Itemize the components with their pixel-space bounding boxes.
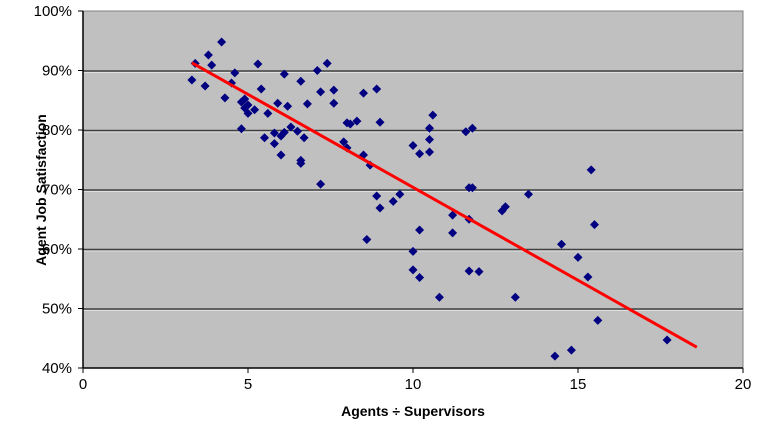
data-point (448, 210, 458, 220)
data-point (200, 81, 210, 91)
data-point (375, 203, 385, 213)
data-point (299, 133, 309, 143)
y-tick-label: 60% (42, 241, 72, 258)
data-point (524, 189, 533, 199)
data-point (510, 292, 520, 302)
data-point (253, 59, 263, 69)
data-point (434, 292, 444, 302)
data-point (329, 98, 339, 108)
data-point (428, 110, 438, 120)
data-point (316, 179, 326, 189)
data-point (557, 239, 566, 249)
data-point (312, 66, 322, 75)
data-point (550, 351, 560, 361)
data-point (362, 234, 372, 244)
data-point (286, 122, 296, 132)
data-point (408, 246, 418, 256)
y-tick-label: 50% (42, 301, 72, 318)
data-point (474, 267, 484, 277)
data-point (573, 252, 583, 262)
data-point (263, 108, 273, 118)
data-point (345, 119, 355, 129)
data-point (243, 108, 253, 118)
data-point (415, 273, 425, 283)
data-point (408, 265, 418, 275)
x-tick-label: 0 (79, 376, 87, 393)
data-point (593, 315, 603, 325)
y-axis-title: Agent Job Satisfaction (33, 114, 49, 266)
data-point (269, 128, 279, 138)
data-point (217, 37, 227, 47)
data-points (187, 37, 672, 361)
data-point (583, 272, 593, 282)
data-point (425, 123, 434, 133)
data-point (187, 75, 197, 85)
data-point (243, 100, 253, 110)
data-point (279, 127, 289, 137)
data-point (388, 196, 398, 206)
data-point (276, 150, 286, 160)
data-point (256, 84, 266, 94)
data-point (296, 158, 306, 168)
data-point (240, 94, 250, 104)
x-tick-label: 15 (570, 376, 587, 393)
data-point (207, 60, 217, 70)
data-point (395, 189, 405, 199)
y-tick-label: 90% (42, 63, 72, 80)
data-point (283, 101, 293, 111)
data-point (467, 183, 477, 193)
data-point (566, 345, 576, 355)
y-axis: 40% 50% 60% 70% 80% 90% 100% (34, 3, 84, 377)
data-point (372, 191, 382, 201)
y-tick-label: 40% (42, 360, 72, 377)
x-tick-label: 10 (405, 376, 422, 393)
data-point (662, 335, 672, 345)
data-point (260, 133, 269, 143)
data-point (230, 68, 240, 78)
data-point (273, 98, 283, 108)
data-point (448, 228, 458, 238)
data-point (250, 105, 260, 115)
y-tick-label: 100% (34, 3, 72, 20)
data-point (269, 139, 279, 149)
data-point (296, 76, 306, 86)
data-point (408, 140, 418, 150)
data-point (425, 135, 434, 145)
data-point (415, 149, 425, 159)
data-point (203, 50, 213, 60)
data-point (590, 220, 599, 230)
data-point (467, 123, 477, 133)
trendline (191, 61, 698, 349)
data-point (352, 116, 362, 126)
x-axis: 0 5 10 15 20 (79, 367, 752, 393)
data-point (425, 147, 434, 157)
x-tick-label: 20 (735, 376, 752, 393)
data-point (500, 202, 510, 212)
data-point (322, 58, 332, 68)
data-point (415, 225, 425, 235)
x-tick-label: 5 (244, 376, 252, 393)
data-point (461, 127, 471, 137)
data-point (220, 93, 230, 103)
data-point (375, 117, 385, 127)
y-tick-label: 80% (42, 122, 72, 139)
data-point (339, 137, 349, 147)
data-point (586, 165, 596, 175)
x-axis-title: Agents ÷ Supervisors (341, 403, 485, 419)
data-point (236, 124, 246, 134)
data-point (329, 85, 339, 95)
data-point (359, 88, 368, 98)
gridlines (83, 70, 743, 311)
data-point (302, 99, 312, 109)
data-point (372, 84, 382, 94)
y-tick-label: 70% (42, 182, 72, 199)
data-point (316, 87, 326, 97)
data-point (464, 266, 474, 276)
data-point (279, 69, 289, 79)
data-point (293, 126, 302, 136)
